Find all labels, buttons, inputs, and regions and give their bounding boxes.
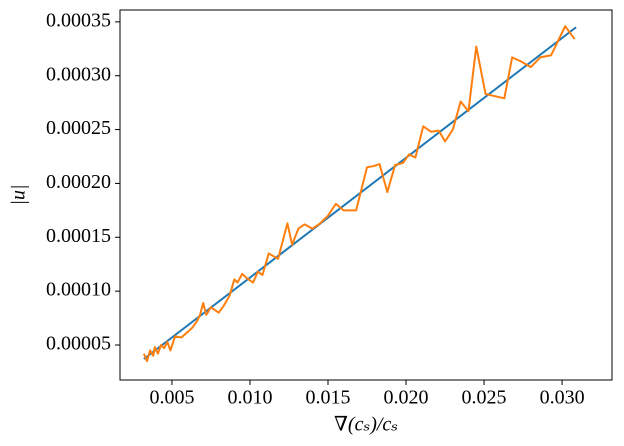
y-tick-label: 0.00015 <box>46 225 111 247</box>
y-tick-label: 0.00025 <box>46 117 111 139</box>
x-tick-label: 0.020 <box>384 387 429 409</box>
x-tick-label: 0.015 <box>306 387 351 409</box>
x-tick-label: 0.005 <box>149 387 194 409</box>
x-axis-label: ∇(cₛ)/cₛ <box>334 414 398 436</box>
x-tick-label: 0.010 <box>227 387 272 409</box>
y-tick-label: 0.00010 <box>46 279 111 301</box>
y-tick-label: 0.00030 <box>46 63 111 85</box>
plot-frame <box>119 9 613 381</box>
y-axis-label: |u| <box>8 185 30 206</box>
x-tick-label: 0.030 <box>540 387 585 409</box>
x-tick-label: 0.025 <box>462 387 507 409</box>
data-line <box>142 25 576 363</box>
y-tick-label: 0.00005 <box>46 333 111 355</box>
y-tick-label: 0.00035 <box>46 9 111 31</box>
y-tick-label: 0.00020 <box>46 171 111 193</box>
